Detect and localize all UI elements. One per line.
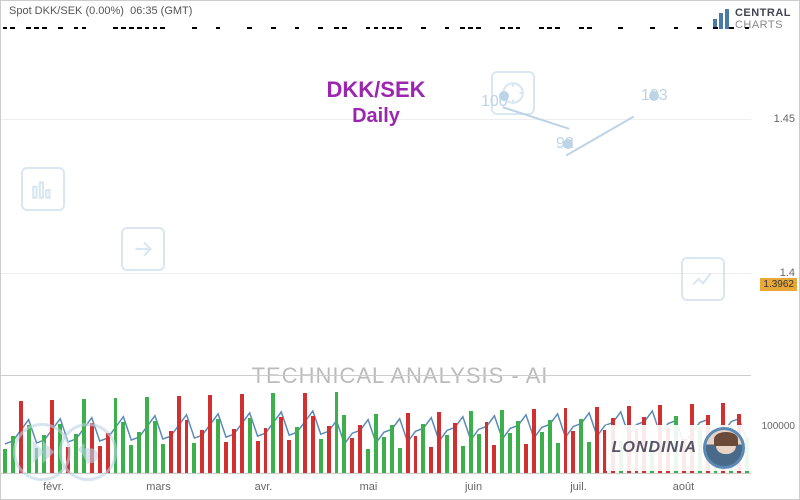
volume-bar — [121, 422, 125, 473]
volume-bar — [232, 429, 236, 473]
volume-bar — [374, 414, 378, 473]
volume-bar — [500, 410, 504, 473]
volume-bar — [421, 424, 425, 473]
volume-bar — [287, 440, 291, 473]
volume-bar — [137, 432, 141, 473]
volume-bar — [240, 394, 244, 473]
volume-bar — [342, 415, 346, 473]
x-tick: févr. — [43, 481, 64, 493]
volume-bar — [469, 411, 473, 473]
volume-bar — [169, 431, 173, 473]
volume-bar — [366, 449, 370, 473]
londinia-text: LONDINIA — [612, 439, 697, 457]
volume-bar — [564, 408, 568, 473]
volume-bar — [335, 392, 339, 473]
volume-bar — [279, 417, 283, 473]
volume-bar — [398, 448, 402, 473]
x-axis: févr. mars avr. mai juin juil. août — [1, 473, 751, 499]
volume-bar — [145, 397, 149, 473]
volume-bar — [508, 433, 512, 473]
y-tick: 1.45 — [774, 113, 795, 125]
volume-bar — [350, 438, 354, 473]
volume-bar — [311, 416, 315, 473]
x-tick: mars — [146, 481, 170, 493]
volume-bar — [390, 425, 394, 474]
volume-bar — [556, 443, 560, 473]
undo-icon — [59, 423, 117, 481]
volume-ytick: 100000 — [762, 421, 795, 432]
volume-bar — [264, 428, 268, 473]
volume-bar — [216, 419, 220, 473]
timestamp: 06:35 (GMT) — [130, 5, 192, 17]
price-chart[interactable]: DKK/SEK Daily 10092103 — [1, 27, 751, 365]
volume-bar — [579, 419, 583, 473]
volume-bar — [453, 423, 457, 473]
period-label: Daily — [326, 105, 425, 128]
x-tick: août — [673, 481, 694, 493]
volume-bar — [406, 413, 410, 473]
chart-container: Spot DKK/SEK (0.00%) 06:35 (GMT) CENTRAL… — [0, 0, 800, 500]
volume-bar — [319, 439, 323, 473]
volume-bar — [595, 407, 599, 473]
volume-bar — [382, 437, 386, 473]
volume-bar — [461, 446, 465, 473]
volume-bar — [327, 426, 331, 473]
volume-bar — [200, 430, 204, 473]
volume-bar — [477, 434, 481, 473]
volume-bar — [303, 393, 307, 474]
logo-text-1: CENTRAL — [735, 7, 791, 19]
volume-bar — [208, 395, 212, 473]
volume-bar — [358, 425, 362, 473]
volume-bar — [185, 420, 189, 473]
x-tick: juin — [465, 481, 482, 493]
volume-bar — [414, 436, 418, 473]
volume-bar — [248, 418, 252, 473]
pair-label: DKK/SEK — [326, 77, 425, 103]
current-price-tag: 1.3962 — [760, 278, 797, 291]
volume-bar — [192, 443, 196, 473]
volume-bar — [224, 442, 228, 473]
volume-bar — [516, 421, 520, 473]
londinia-badge: LONDINIA — [606, 425, 751, 471]
volume-bar — [571, 431, 575, 473]
instrument-name: Spot DKK/SEK — [9, 5, 82, 17]
volume-bar — [295, 427, 299, 473]
volume-bar — [153, 421, 157, 473]
volume-bar — [429, 447, 433, 473]
volume-bar — [548, 420, 552, 473]
change-pct: (0.00%) — [85, 5, 124, 17]
volume-bar — [256, 441, 260, 473]
volume-bar — [445, 435, 449, 473]
volume-bar — [492, 445, 496, 473]
volume-bar — [271, 393, 275, 473]
y-axis: 1.45 1.41.3962 — [751, 27, 799, 365]
volume-bar — [524, 444, 528, 473]
x-tick: juil. — [570, 481, 587, 493]
avatar-icon — [703, 427, 745, 469]
chart-title: DKK/SEK Daily — [326, 77, 425, 128]
x-tick: mai — [360, 481, 378, 493]
x-tick: avr. — [255, 481, 273, 493]
volume-bar — [161, 444, 165, 473]
volume-bar — [177, 396, 181, 473]
y-tick: 1.4 — [780, 267, 795, 279]
volume-bar — [540, 432, 544, 473]
header-info: Spot DKK/SEK (0.00%) 06:35 (GMT) — [9, 5, 192, 17]
volume-bar — [532, 409, 536, 473]
volume-bar — [437, 412, 441, 473]
volume-bar — [129, 445, 133, 473]
volume-bar — [3, 449, 7, 473]
volume-bar — [587, 442, 591, 473]
volume-bar — [485, 422, 489, 473]
